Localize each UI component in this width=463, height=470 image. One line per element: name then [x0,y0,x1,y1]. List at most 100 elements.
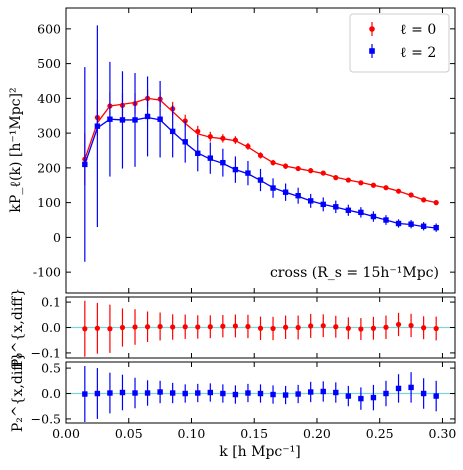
ell2-point [182,139,188,145]
x-tick-label: 0.30 [429,426,457,441]
main-annotation: cross (R_s = 15h⁻¹Mpc) [270,265,439,281]
ell0-point [295,165,301,172]
ell0-point [433,200,439,206]
legend-entry-ell2: ℓ = 2 [369,44,436,61]
residual-0-y-axis-label: P₀^{x,diff} [10,288,26,368]
res0-point [320,323,326,329]
ell0-point [207,133,213,140]
ell2-point [408,221,414,227]
x-tick-label: 0.20 [303,426,331,441]
res0-point [94,325,100,331]
residual-2-frame [65,361,456,424]
main-y-tick-label: 300 [37,126,61,141]
res2-point [132,390,138,396]
main-y-tick-label: 500 [37,56,61,71]
ell2-point [245,170,251,176]
res0-point [282,324,289,330]
res0-point [182,324,188,330]
residual-2-panel: −0.50.00.5 0.00 0.05 0.10 0.15 0.20 0.25 0.30 … [10,8,456,460]
res2-point [245,390,251,396]
res0-y-tick-label: 0.1 [41,295,61,310]
res2-point [295,391,301,397]
x-ticks: 0.00 0.05 0.10 0.15 0.20 0.25 0.30 [52,8,456,441]
main-panel-frame [65,7,456,294]
res0-point [119,324,126,331]
ell2-point [257,177,264,183]
res2-point [358,395,364,402]
res2-point [220,390,226,397]
res0-point [408,322,414,329]
main-plot-area [82,25,439,262]
ell0-point [308,168,314,174]
ell2-point [207,155,214,161]
legend-entry-ell0: ℓ = 0 [369,22,436,38]
res0-point [395,321,402,328]
res0-y-tick-label: −0.1 [31,345,61,360]
x-axis-label: k [h Mpc⁻¹] [219,444,300,460]
res2-point [433,393,439,399]
legend-ell2-marker [369,48,375,54]
res2-y-tick-label: −0.5 [31,411,61,426]
ell2-point [383,217,389,223]
res0-point [383,324,389,330]
ell2-point [220,159,226,166]
res0-point [220,323,226,329]
ell0-point [333,175,339,181]
ell2-point [333,204,339,210]
main-y-axis-label: kP_ℓ(k) [h⁻¹Mpc]² [8,87,24,212]
res0-point [257,325,264,331]
ell0-point [270,160,276,166]
x-tick-label: 0.00 [52,426,80,441]
res0-point [144,324,151,330]
res2-point [207,389,214,396]
legend-ell0-marker [369,26,375,32]
ell2-point [144,113,151,120]
legend: ℓ = 0 ℓ = 2 [349,13,450,73]
ell2-point [270,185,276,191]
res0-point [245,323,251,330]
res2-point [282,392,289,398]
res2-point [232,391,239,398]
ell2-point [195,150,201,156]
res0-point [232,323,239,329]
x-tick-label: 0.05 [115,426,143,441]
ell2-point [358,209,364,216]
ell0-point [421,197,427,203]
res2-point [320,388,326,395]
res0-point [170,324,176,330]
res0-point [421,325,427,331]
res2-point [333,389,339,396]
main-y-tick-label: -100 [33,265,61,280]
ell0-point [220,135,226,141]
res0-point [207,324,213,330]
ell2-point [420,223,427,229]
res0-point [333,324,339,330]
ell2-point [433,224,439,231]
ell0-point [245,143,251,149]
legend-ell0-label: ℓ = 0 [400,22,436,38]
x-tick-label: 0.15 [240,426,268,441]
res2-point [383,390,389,397]
ell2-point [345,207,352,213]
ell2-point [132,117,138,123]
ell0-point [408,192,414,198]
ell0-point [383,185,389,191]
res0-point [82,326,88,332]
ell2-point [370,213,377,220]
main-y-tick-label: 600 [37,21,61,36]
ell0-point [370,182,377,188]
res2-point [94,390,101,397]
main-panel: -100 0 100 200 300 400 500 600 cross (R_s = 15h… [8,7,456,294]
res2-point [420,390,427,397]
res2-point [119,389,126,396]
residual-0-plot-area [66,300,455,357]
residual-2-y-ticks: −0.5 0.0 0.5 [31,361,455,426]
ell2-point [282,189,289,195]
main-y-tick-label: 400 [37,91,61,106]
main-y-tick-label: 200 [37,160,61,175]
res2-point [182,390,188,397]
main-y-tick-label: 100 [37,195,61,210]
res2-point [345,393,352,399]
legend-ell2-label: ℓ = 2 [400,45,436,61]
